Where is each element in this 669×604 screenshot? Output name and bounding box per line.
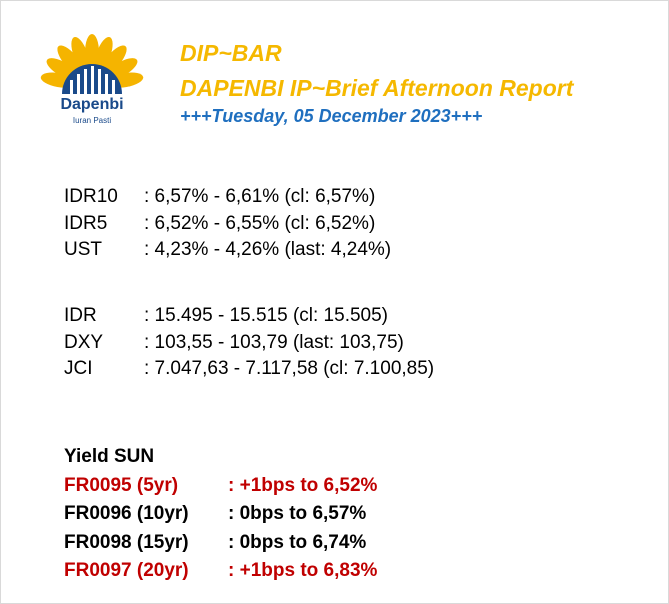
list-item: UST : 4,23% - 4,26% (last: 4,24%): [64, 239, 391, 266]
market-label: IDR5: [64, 212, 108, 234]
market-label: DXY: [64, 331, 104, 353]
market-value: : 103,55 - 103,79 (last: 103,75): [144, 331, 404, 353]
market-value: : 6,57% - 6,61% (cl: 6,57%): [144, 186, 376, 207]
bond-row: FR0095 (5yr) : +1bps to 6,52%: [64, 475, 377, 504]
list-item: DXY : 103,55 - 103,79 (last: 103,75): [64, 332, 434, 359]
market-label: IDR10: [64, 186, 118, 207]
logo-tagline: Iuran Pasti: [72, 116, 112, 125]
bond-change: : 0bps to 6,74%: [228, 531, 367, 553]
list-item: IDR : 15.495 - 15.515 (cl: 15.505): [64, 305, 434, 332]
list-item: IDR10 : 6,57% - 6,61% (cl: 6,57%): [64, 186, 391, 213]
fx-index-list: IDR : 15.495 - 15.515 (cl: 15.505) DXY : 1…: [64, 305, 434, 385]
section-heading: Yield SUN: [64, 446, 155, 467]
bond-name: FR0098 (15yr): [64, 531, 189, 553]
yield-sun-section: Yield SUN FR0095 (5yr) : +1bps to 6,52% F…: [64, 446, 377, 589]
bond-row: FR0097 (20yr) : +1bps to 6,83%: [64, 560, 377, 589]
bond-change: : +1bps to 6,52%: [228, 474, 378, 496]
bond-rates-list: IDR10 : 6,57% - 6,61% (cl: 6,57%) IDR5 : 6…: [64, 186, 391, 266]
report-title: DIP~BAR: [180, 40, 282, 66]
report-subtitle: DAPENBI IP~Brief Afternoon Report: [180, 75, 574, 101]
list-item: JCI : 7.047,63 - 7.117,58 (cl: 7.100,85): [64, 358, 434, 385]
bond-change: : 0bps to 6,57%: [228, 503, 367, 524]
bond-row: FR0096 (10yr) : 0bps to 6,57%: [64, 503, 377, 532]
report-date: +++Tuesday, 05 December 2023+++: [180, 106, 483, 126]
list-item: IDR5 : 6,52% - 6,55% (cl: 6,52%): [64, 213, 391, 240]
bond-name: FR0097 (20yr): [64, 560, 189, 581]
market-label: IDR: [64, 305, 97, 326]
logo-name: Dapenbi: [60, 96, 124, 113]
market-value: : 7.047,63 - 7.117,58 (cl: 7.100,85): [144, 358, 435, 379]
market-value: : 4,23% - 4,26% (last: 4,24%): [144, 239, 392, 260]
bond-change: : +1bps to 6,83%: [228, 560, 378, 581]
dapenbi-logo: Dapenbi Iuran Pasti: [28, 28, 156, 132]
bond-name: FR0096 (10yr): [64, 503, 189, 524]
market-value: : 15.495 - 15.515 (cl: 15.505): [144, 305, 388, 326]
sun-logo-icon: [40, 34, 144, 94]
market-value: : 6,52% - 6,55% (cl: 6,52%): [144, 212, 376, 234]
market-label: UST: [64, 239, 102, 260]
market-label: JCI: [64, 358, 93, 379]
bond-name: FR0095 (5yr): [64, 474, 179, 496]
bond-row: FR0098 (15yr) : 0bps to 6,74%: [64, 532, 377, 561]
